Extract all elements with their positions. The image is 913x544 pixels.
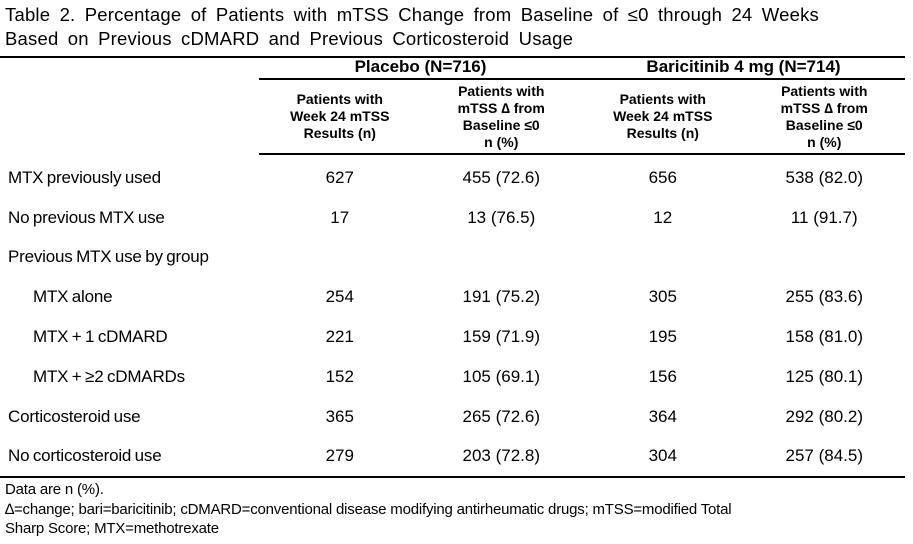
row-label: MTX + 1 cDMARD [33,327,168,347]
column-group-baricitinib: Baricitinib 4 mg (N=714) [646,57,841,76]
table-cell: 158 (81.0) [785,327,864,347]
table-cell: 152 [325,366,354,386]
table-cell: 627 [325,167,354,187]
table-cell: 105 (69.1) [462,366,541,386]
column-group-placebo: Placebo (N=716) [354,57,487,76]
table-row-section: Previous MTX use by group [0,238,905,278]
table-cell: 305 [648,287,677,307]
table-cell: 191 (75.2) [462,287,541,307]
table-cell: 11 (91.7) [790,207,858,227]
table-row: MTX + ≥2 cDMARDs 152 105 (69.1) 156 125 … [0,357,905,397]
table-cell: 455 (72.6) [462,167,541,187]
row-label: Corticosteroid use [8,406,141,426]
table-cell: 257 (84.5) [785,446,864,466]
table-row: MTX alone 254 191 (75.2) 305 255 (83.6) [0,277,905,317]
table-cell: 17 [330,207,350,227]
footnotes: Data are n (%). ∆=change; bari=baricitin… [5,480,900,539]
table-row: MTX + 1 cDMARD 221 159 (71.9) 195 158 (8… [0,317,905,357]
table-body: MTX previously used 627 455 (72.6) 656 5… [0,158,905,476]
table-title: Table 2. Percentage of Patients with mTS… [5,4,819,49]
table-cell: 203 (72.8) [462,446,541,466]
table-top-rule [0,56,905,58]
sub-header-placebo-change-n-pct: Patients with mTSS ∆ from Baseline ≤0 n … [457,82,545,150]
table-cell: 365 [325,406,354,426]
table-cell: 12 [653,207,673,227]
table-cell: 364 [648,406,677,426]
table-cell: 195 [648,327,677,347]
sub-header-row: Patients with Week 24 mTSS Results (n) P… [259,80,905,153]
table-row: No corticosteroid use 279 203 (72.8) 304… [0,437,905,477]
table-cell: 255 (83.6) [785,287,864,307]
table-cell: 254 [325,287,354,307]
sub-header-placebo-results-n: Patients with Week 24 mTSS Results (n) [290,91,390,141]
sub-header-baricitinib-results-n: Patients with Week 24 mTSS Results (n) [613,91,713,141]
table-cell: 304 [648,446,677,466]
table-cell: 13 (76.5) [467,207,536,227]
table-cell: 656 [648,167,677,187]
column-group-header-row: Placebo (N=716) Baricitinib 4 mg (N=714) [259,57,905,78]
table-cell: 156 [648,366,677,386]
sub-header-underline-rule [259,153,905,155]
table-cell: 265 (72.6) [462,406,541,426]
footnote-data-note: Data are n (%). [5,481,104,498]
row-label: No corticosteroid use [8,446,162,466]
footnote-abbreviations: ∆=change; bari=baricitinib; cDMARD=conve… [5,500,732,538]
table-cell: 538 (82.0) [785,167,864,187]
table-row: No previous MTX use 17 13 (76.5) 12 11 (… [0,198,905,238]
table-cell: 279 [325,446,354,466]
column-group-underline-rule [259,78,905,80]
sub-header-baricitinib-change-n-pct: Patients with mTSS ∆ from Baseline ≤0 n … [780,82,868,150]
table-cell: 159 (71.9) [462,327,541,347]
table-cell: 125 (80.1) [785,366,864,386]
row-label: MTX alone [33,287,113,307]
row-label: MTX + ≥2 cDMARDs [33,366,185,386]
row-label: MTX previously used [8,167,161,187]
table-row: MTX previously used 627 455 (72.6) 656 5… [0,158,905,198]
table-bottom-rule [0,476,905,478]
table-row: Corticosteroid use 365 265 (72.6) 364 29… [0,397,905,437]
table-cell: 292 (80.2) [785,406,864,426]
row-label: No previous MTX use [8,207,165,227]
table-cell: 221 [325,327,354,347]
row-label: Previous MTX use by group [8,247,209,267]
